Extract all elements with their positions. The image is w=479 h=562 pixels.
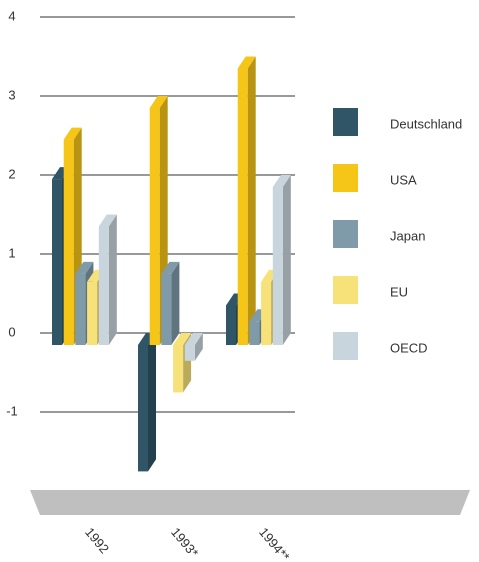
legend-swatch bbox=[333, 276, 358, 304]
bar-face bbox=[161, 273, 172, 345]
y-tick-label: 1 bbox=[8, 245, 15, 260]
bar bbox=[184, 333, 203, 361]
legend-label: OECD bbox=[390, 340, 428, 355]
bar-face bbox=[63, 139, 74, 345]
bar bbox=[98, 214, 117, 345]
base-stripe bbox=[30, 490, 470, 515]
legend-label: Deutschland bbox=[390, 116, 462, 131]
bar-face bbox=[138, 345, 148, 472]
bar-face bbox=[149, 96, 168, 108]
x-tick-label: 1993* bbox=[168, 524, 201, 560]
bar-face bbox=[63, 127, 82, 140]
bar-face bbox=[171, 261, 180, 345]
bar-face bbox=[173, 333, 192, 345]
bar-face bbox=[226, 305, 236, 345]
bar-face bbox=[261, 281, 272, 345]
bar-face bbox=[184, 345, 195, 361]
bar-face bbox=[98, 214, 117, 227]
bar bbox=[237, 56, 256, 345]
y-tick-label: 4 bbox=[8, 8, 15, 23]
bar-face bbox=[75, 273, 86, 345]
bar-face bbox=[108, 214, 117, 345]
bar bbox=[161, 261, 180, 345]
y-tick-label: -1 bbox=[6, 403, 18, 418]
bar-face bbox=[194, 333, 203, 361]
x-tick-label: 1994** bbox=[256, 524, 293, 562]
legend-label: USA bbox=[390, 172, 417, 187]
bar-face bbox=[52, 179, 62, 345]
bar-face bbox=[149, 108, 160, 345]
bar-face bbox=[173, 345, 184, 393]
bar bbox=[138, 333, 156, 472]
bar-face bbox=[184, 333, 203, 345]
bar-face bbox=[87, 281, 98, 345]
y-tick-label: 2 bbox=[8, 166, 15, 181]
bar-face bbox=[148, 333, 156, 472]
y-tick-label: 0 bbox=[8, 324, 15, 339]
x-tick-label: 1992 bbox=[82, 524, 112, 556]
bar-face bbox=[272, 175, 291, 187]
bar-face bbox=[247, 56, 256, 345]
bar-face bbox=[98, 226, 109, 345]
legend-swatch bbox=[333, 164, 358, 192]
y-tick-label: 3 bbox=[8, 87, 15, 102]
bar-face bbox=[272, 187, 283, 345]
bar-face bbox=[249, 321, 260, 345]
legend-swatch bbox=[333, 108, 358, 136]
bar-face bbox=[75, 261, 94, 274]
bar-face bbox=[161, 261, 180, 274]
legend-swatch bbox=[333, 220, 358, 248]
bar-face bbox=[237, 68, 248, 345]
bar bbox=[272, 175, 291, 345]
bar-face bbox=[237, 56, 256, 69]
legend-label: Japan bbox=[390, 228, 425, 243]
legend-label: EU bbox=[390, 284, 408, 299]
legend-swatch bbox=[333, 332, 358, 360]
bar-face bbox=[282, 175, 291, 345]
